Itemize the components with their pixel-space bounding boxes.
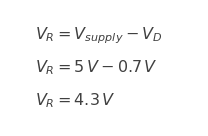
Text: $V_R = V_{supply} - V_D$: $V_R = V_{supply} - V_D$ bbox=[35, 25, 163, 46]
Text: $V_R = 5\,V - 0.7\,V$: $V_R = 5\,V - 0.7\,V$ bbox=[35, 58, 158, 77]
Text: $V_R = 4.3\,V$: $V_R = 4.3\,V$ bbox=[35, 91, 116, 110]
